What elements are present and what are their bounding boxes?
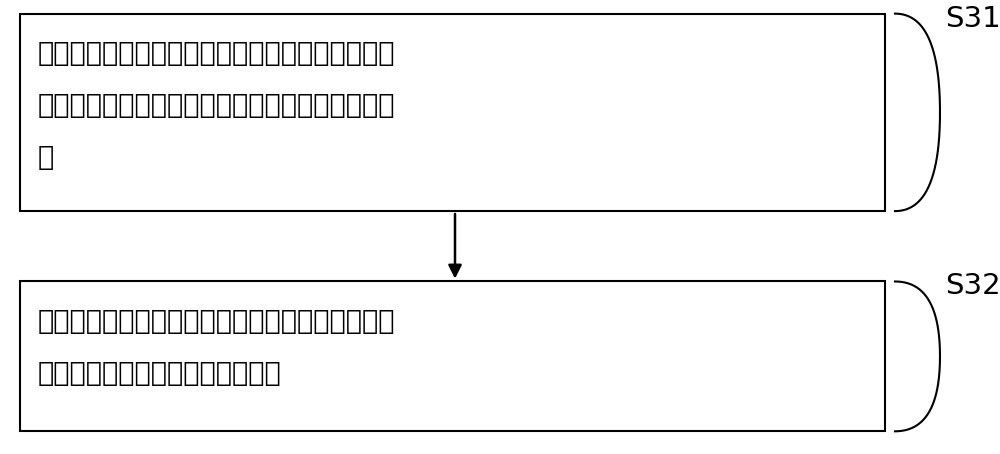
Text: 值: 值 (38, 145, 54, 171)
Text: S31: S31 (945, 5, 1000, 33)
Text: S32: S32 (945, 272, 1000, 301)
Text: 通过在当前段落中信号的频域内求解频谱的模极大: 通过在当前段落中信号的频域内求解频谱的模极大 (38, 41, 396, 67)
Bar (20, 14, 885, 211)
Text: 述当前段落中信号的频率搜索范围: 述当前段落中信号的频率搜索范围 (38, 361, 282, 387)
Text: 根据所述当前段落中信号的瞬时频率估计值确定所: 根据所述当前段落中信号的瞬时频率估计值确定所 (38, 309, 396, 335)
Bar (20, 281, 885, 431)
Text: 值对应的频率得到当前段落中信号的瞬时频率估计: 值对应的频率得到当前段落中信号的瞬时频率估计 (38, 93, 396, 119)
